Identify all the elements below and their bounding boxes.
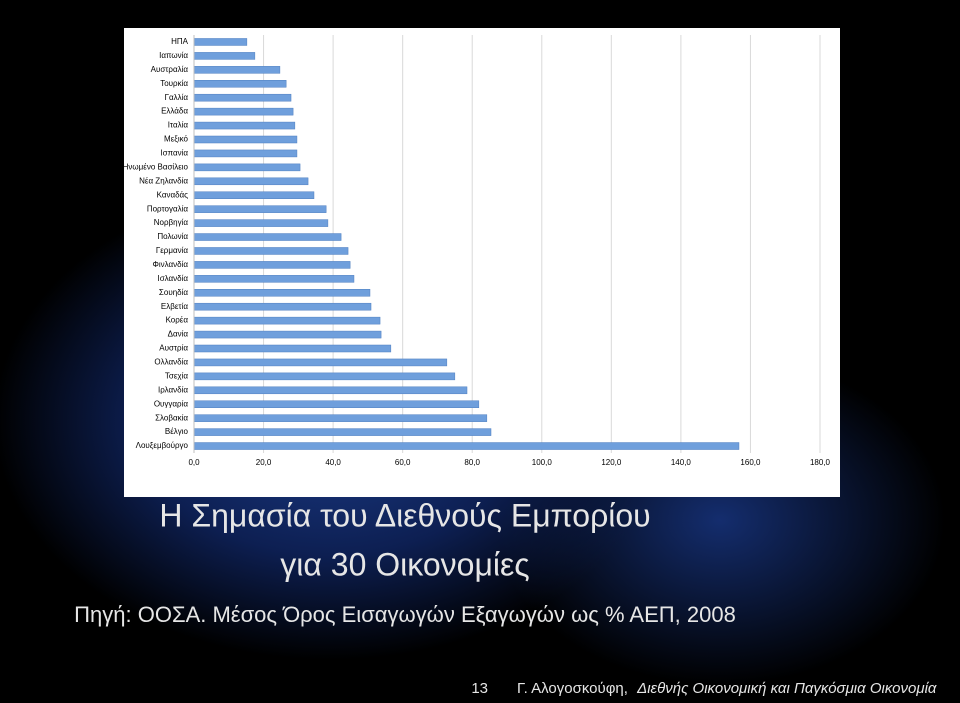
y-tick-label: Σουηδία xyxy=(159,288,188,297)
x-tick-label: 180,0 xyxy=(810,458,831,467)
x-tick-label: 40,0 xyxy=(325,458,341,467)
subtitle: Πηγή: ΟΟΣΑ. Μέσος Όρος Εισαγωγών Εξαγωγώ… xyxy=(74,602,736,627)
bar xyxy=(193,149,298,158)
y-tick-label: Δανία xyxy=(168,330,189,339)
y-tick-label: Φινλανδία xyxy=(152,260,188,269)
bar xyxy=(193,66,281,74)
bar xyxy=(193,275,355,283)
bar xyxy=(193,428,492,436)
y-tick-label: Γερμανία xyxy=(156,246,189,255)
y-tick-label: Ηνωμένο Βασίλειο xyxy=(123,162,189,171)
bar xyxy=(193,191,315,199)
bar xyxy=(193,358,448,367)
bar xyxy=(193,302,372,311)
bar xyxy=(193,344,392,353)
slide-title: για 30 Οικονομίες xyxy=(280,546,529,582)
footer: Γ. Αλογοσκούφη, Διεθνής Οικονομική και Π… xyxy=(517,680,937,697)
footer-author: Γ. Αλογοσκούφη, xyxy=(517,680,628,697)
bar xyxy=(193,38,248,46)
bar xyxy=(193,247,349,255)
bar xyxy=(193,177,309,186)
bar xyxy=(193,261,351,269)
y-tick-label: Ουγγαρία xyxy=(154,399,189,408)
bar xyxy=(193,219,329,227)
bar xyxy=(193,135,298,144)
x-tick-label: 80,0 xyxy=(464,458,480,467)
x-tick-label: 120,0 xyxy=(601,458,622,467)
bar xyxy=(193,163,301,172)
bar xyxy=(193,442,740,450)
bar xyxy=(193,330,382,339)
y-tick-label: Σλοβακία xyxy=(155,413,188,422)
bar xyxy=(193,289,371,297)
y-tick-label: Κορέα xyxy=(166,316,189,325)
y-tick-label: Μεξικό xyxy=(164,135,188,144)
y-tick-label: Τουρκία xyxy=(160,79,188,88)
y-tick-label: Ιρλανδία xyxy=(158,385,188,394)
bar xyxy=(193,400,480,408)
footer-book: Διεθνής Οικονομική και Παγκόσμια Οικονομ… xyxy=(636,680,937,697)
bar xyxy=(193,52,256,60)
y-tick-label: Ισπανία xyxy=(160,149,188,158)
y-tick-label: Γαλλία xyxy=(165,93,189,102)
x-tick-label: 160,0 xyxy=(740,458,761,467)
x-tick-label: 0,0 xyxy=(188,458,200,467)
x-tick-label: 20,0 xyxy=(256,458,272,467)
y-tick-label: Τσεχία xyxy=(165,371,188,380)
bar xyxy=(193,414,488,422)
bar xyxy=(193,93,292,102)
page-number: 13 xyxy=(471,680,488,697)
slide-title: Η Σημασία του Διεθνούς Εμπορίου xyxy=(159,497,650,533)
plot: 0,0 20,0 40,0 60,0 80,0 100,0 120,0 140,0 160,0 1… xyxy=(123,35,831,467)
y-tick-label: Ιαπωνία xyxy=(159,51,188,60)
y-tick-label: Λουξεμβούργο xyxy=(136,441,189,450)
bar xyxy=(193,316,381,325)
y-tick-label: Καναδάς xyxy=(157,190,189,199)
y-tick-label: Πορτογαλία xyxy=(147,204,189,213)
y-tick-label: Πολωνία xyxy=(157,232,188,241)
y-tick-label: ΗΠΑ xyxy=(171,37,189,46)
y-tick-label: Ολλανδία xyxy=(154,358,188,367)
bar xyxy=(193,80,287,88)
bar xyxy=(193,107,294,116)
y-tick-label: Αυστραλία xyxy=(151,65,189,74)
bar xyxy=(193,386,468,395)
y-tick-label: Αυστρία xyxy=(159,344,188,353)
x-tick-label: 60,0 xyxy=(395,458,411,467)
y-tick-label: Ελλάδα xyxy=(161,107,188,116)
y-tick-label: Νέα Ζηλανδία xyxy=(139,176,188,185)
y-tick-label: Ισλανδία xyxy=(157,274,188,283)
y-tick-label: Ιταλία xyxy=(168,121,189,130)
y-tick-label: Ελβετία xyxy=(161,302,188,311)
x-tick-label: 140,0 xyxy=(671,458,692,467)
x-tick-label: 100,0 xyxy=(532,458,553,467)
bar xyxy=(193,372,456,381)
bar xyxy=(193,205,327,213)
bar xyxy=(193,233,342,241)
bar xyxy=(193,121,296,130)
y-tick-label: Βέλγιο xyxy=(165,427,189,436)
y-tick-label: Νορβηγία xyxy=(154,218,189,227)
